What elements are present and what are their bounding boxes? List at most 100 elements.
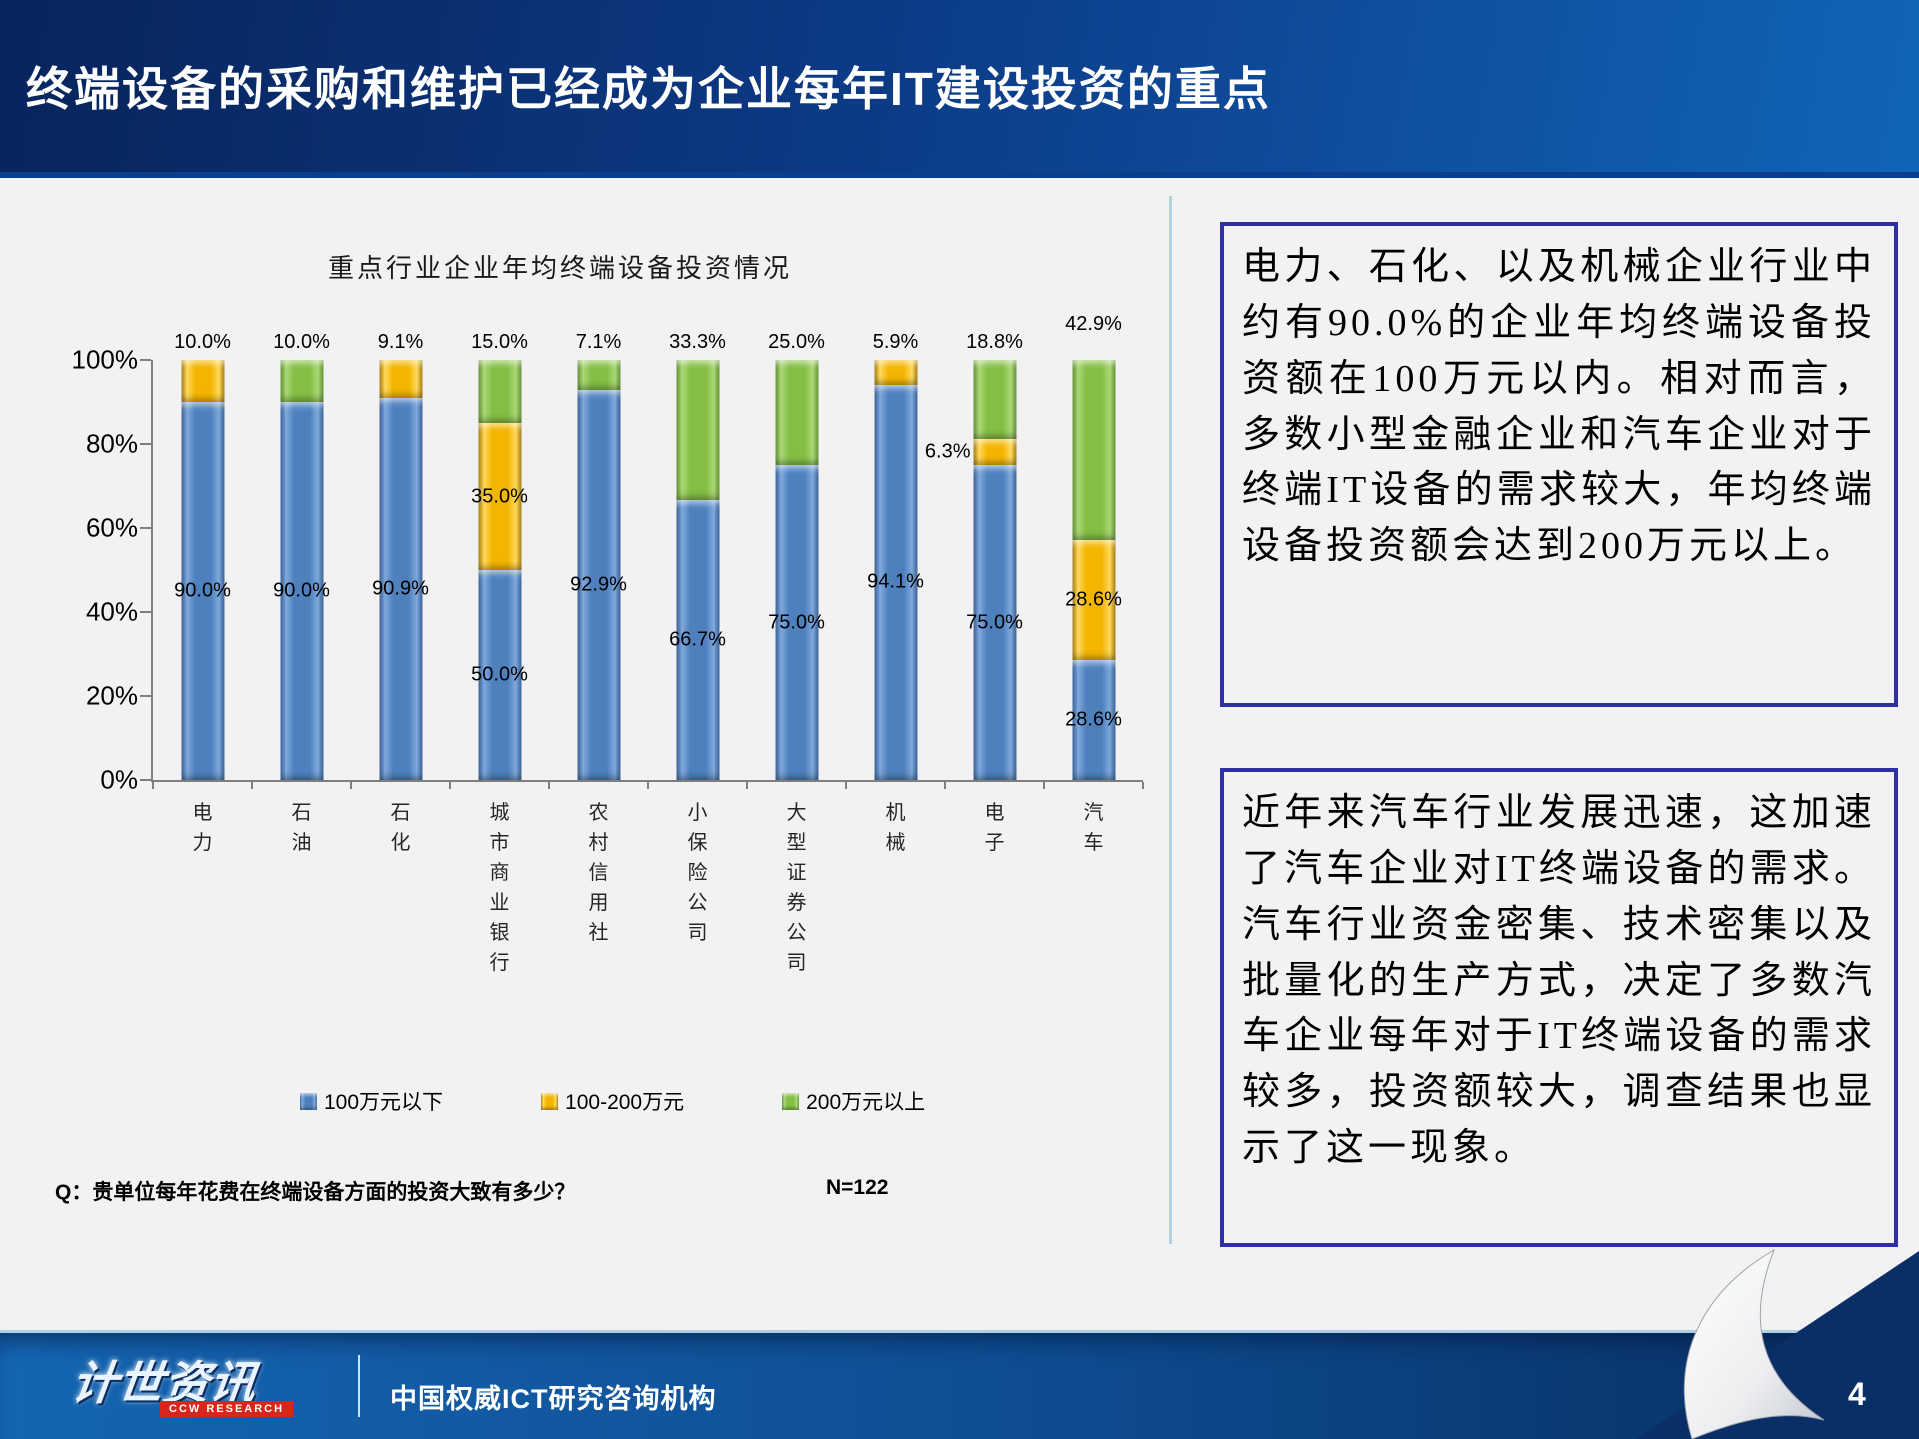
y-axis-tick-label: 20%: [85, 680, 138, 711]
bar-segment-series-2: [478, 360, 521, 423]
slide-title: 终端设备的采购和维护已经成为企业每年IT建设投资的重点: [26, 63, 1271, 115]
bar-column: 28.6% 28.6% 42.9% 汽 车: [1044, 313, 1143, 854]
bar-column: 50.0% 35.0% 15.0% 城 市 商 业 银 行: [450, 331, 549, 974]
bar-column: 75.0% 25.0% 大 型 证 券 公 司: [747, 331, 846, 974]
x-axis-tick-mark: [845, 782, 847, 789]
survey-question-text: Q：贵单位每年花费在终端设备方面的投资大致有多少？: [55, 1181, 576, 1204]
x-axis-category-label: 大 型 证 券 公 司: [786, 802, 807, 974]
bar-value-label: 9.1%: [377, 331, 424, 353]
bar-value-label: 92.9%: [570, 573, 627, 596]
x-axis-tick-mark: [1043, 782, 1045, 789]
x-axis-category-label: 石 油: [291, 802, 312, 854]
x-axis-tick-mark: [746, 782, 748, 789]
x-axis-category-label: 农 村 信 用 社: [588, 802, 609, 944]
bar-column: 66.7% 33.3% 小 保 险 公 司: [648, 331, 747, 944]
bar-value-label: 75.0%: [768, 611, 825, 633]
y-axis-tick-label: 80%: [85, 428, 138, 459]
bar-column: 75.0% 6.3% 18.8% 电 子: [925, 331, 1044, 854]
bar-value-label: 94.1%: [867, 570, 924, 593]
bar-value-label: 10.0%: [174, 331, 231, 353]
bar-segment-series-1: [874, 360, 917, 385]
legend-swatch-icon: [300, 1092, 317, 1110]
stacked-bar: [973, 359, 1016, 780]
x-axis-category-label: 汽 车: [1083, 802, 1104, 854]
y-axis-tick-mark: [140, 695, 151, 697]
bar-value-label: 5.9%: [872, 331, 919, 353]
y-axis-tick-mark: [140, 443, 151, 445]
x-axis-tick-mark: [449, 782, 451, 789]
bar-column: 92.9% 7.1% 农 村 信 用 社: [549, 331, 648, 944]
y-axis-tick-mark: [140, 359, 151, 361]
stacked-bar: [478, 360, 521, 780]
insight-text-2: 近年来汽车行业发展迅速，这加速了汽车企业对IT终端设备的需求。汽车行业资金密集、…: [1242, 792, 1876, 1170]
bar-value-label: 42.9%: [1065, 313, 1122, 335]
bar-segment-series-0: [181, 402, 224, 780]
bar-value-label: 90.0%: [273, 579, 330, 602]
bar-value-label: 35.0%: [471, 485, 528, 507]
sample-size: N=122: [826, 1176, 889, 1199]
bar-value-label: 18.8%: [966, 331, 1023, 353]
bar-value-label: 66.7%: [669, 628, 726, 651]
stacked-bar: [577, 360, 620, 780]
bar-segment-series-0: [577, 389, 620, 780]
x-axis-category-label: 电 子: [984, 802, 1005, 854]
x-axis-tick-mark: [647, 782, 649, 789]
bar-segment-series-2: [577, 360, 620, 390]
legend-item: 200万元以上: [782, 1086, 925, 1116]
y-axis-tick-label: 100%: [71, 344, 139, 375]
bar-column: 90.0% 10.0% 电 力: [153, 331, 252, 854]
chart-legend: 100万元以下 100-200万元 200万元以上: [300, 1086, 925, 1116]
bar-value-label: 28.6%: [1065, 588, 1122, 611]
y-axis-tick-label: 60%: [85, 512, 138, 543]
legend-swatch-icon: [541, 1092, 559, 1110]
y-axis: 0% 20% 40% 60% 80% 100%: [40, 345, 139, 795]
x-axis-tick-mark: [251, 782, 253, 789]
bar-segment-series-0: [874, 384, 917, 780]
slide-header: 终端设备的采购和维护已经成为企业每年IT建设投资的重点: [0, 0, 1919, 178]
stacked-bar: [676, 360, 719, 780]
stacked-bar: [280, 360, 323, 780]
legend-item-label: 100万元以下: [324, 1091, 444, 1114]
bar-segment-series-0: [775, 465, 818, 780]
bar-value-label: 50.0%: [471, 663, 528, 686]
insight-text-1: 电力、石化、以及机械企业行业中约有90.0%的企业年均终端设备投资额在100万元…: [1242, 246, 1876, 568]
x-axis-tick-mark: [152, 782, 154, 789]
bar-column: 90.9% 9.1% 石 化: [351, 331, 450, 854]
bar-segment-series-0: [478, 570, 521, 780]
bar-value-label: 25.0%: [768, 331, 825, 353]
bar-column: 90.0% 10.0% 石 油: [252, 331, 351, 854]
stacked-bar: [1072, 359, 1115, 780]
y-axis-tick-mark: [140, 527, 151, 529]
bar-segment-series-2: [1072, 359, 1115, 540]
bar-segment-series-2: [973, 359, 1016, 439]
stacked-bar: [181, 360, 224, 780]
page-number: 4: [1848, 1376, 1866, 1412]
x-axis-category-label: 城 市 商 业 银 行: [489, 802, 510, 974]
bar-value-label: 75.0%: [966, 611, 1023, 633]
bar-value-label: 90.9%: [372, 577, 429, 600]
x-axis-tick-mark: [548, 782, 550, 789]
footer-divider: [358, 1355, 360, 1417]
insight-box-2: 近年来汽车行业发展迅速，这加速了汽车企业对IT终端设备的需求。汽车行业资金密集、…: [1220, 768, 1898, 1247]
x-axis-category-label: 石 化: [390, 802, 411, 854]
slide-footer: 计世资讯 CCW RESEARCH 中国权威ICT研究咨询机构: [0, 1330, 1919, 1439]
bar-segment-series-2: [676, 360, 719, 500]
x-axis-category-label: 小 保 险 公 司: [687, 802, 708, 944]
plot-area: 90.0% 10.0% 电 力 90.0% 10.0% 石 油 90.9% 9.1% 石 化 50…: [140, 313, 1144, 974]
legend-swatch-icon: [782, 1092, 800, 1110]
bar-segment-series-2: [280, 360, 323, 402]
bar-segment-series-0: [1072, 659, 1115, 780]
chart-title: 重点行业企业年均终端设备投资情况: [327, 253, 793, 283]
legend-item-label: 200万元以上: [806, 1091, 926, 1114]
bar-segment-series-1: [973, 438, 1016, 465]
bar-value-label: 33.3%: [669, 331, 726, 353]
x-axis-tick-mark: [944, 782, 946, 789]
x-axis-category-label: 机 械: [885, 802, 906, 854]
bar-value-label: 15.0%: [471, 331, 528, 353]
logo-subtext: CCW RESEARCH: [160, 1401, 294, 1417]
legend-item-label: 100-200万元: [565, 1091, 685, 1114]
x-axis-category-label: 电 力: [192, 802, 213, 854]
stacked-bar: [379, 360, 422, 780]
bar-segment-series-1: [1072, 539, 1115, 660]
